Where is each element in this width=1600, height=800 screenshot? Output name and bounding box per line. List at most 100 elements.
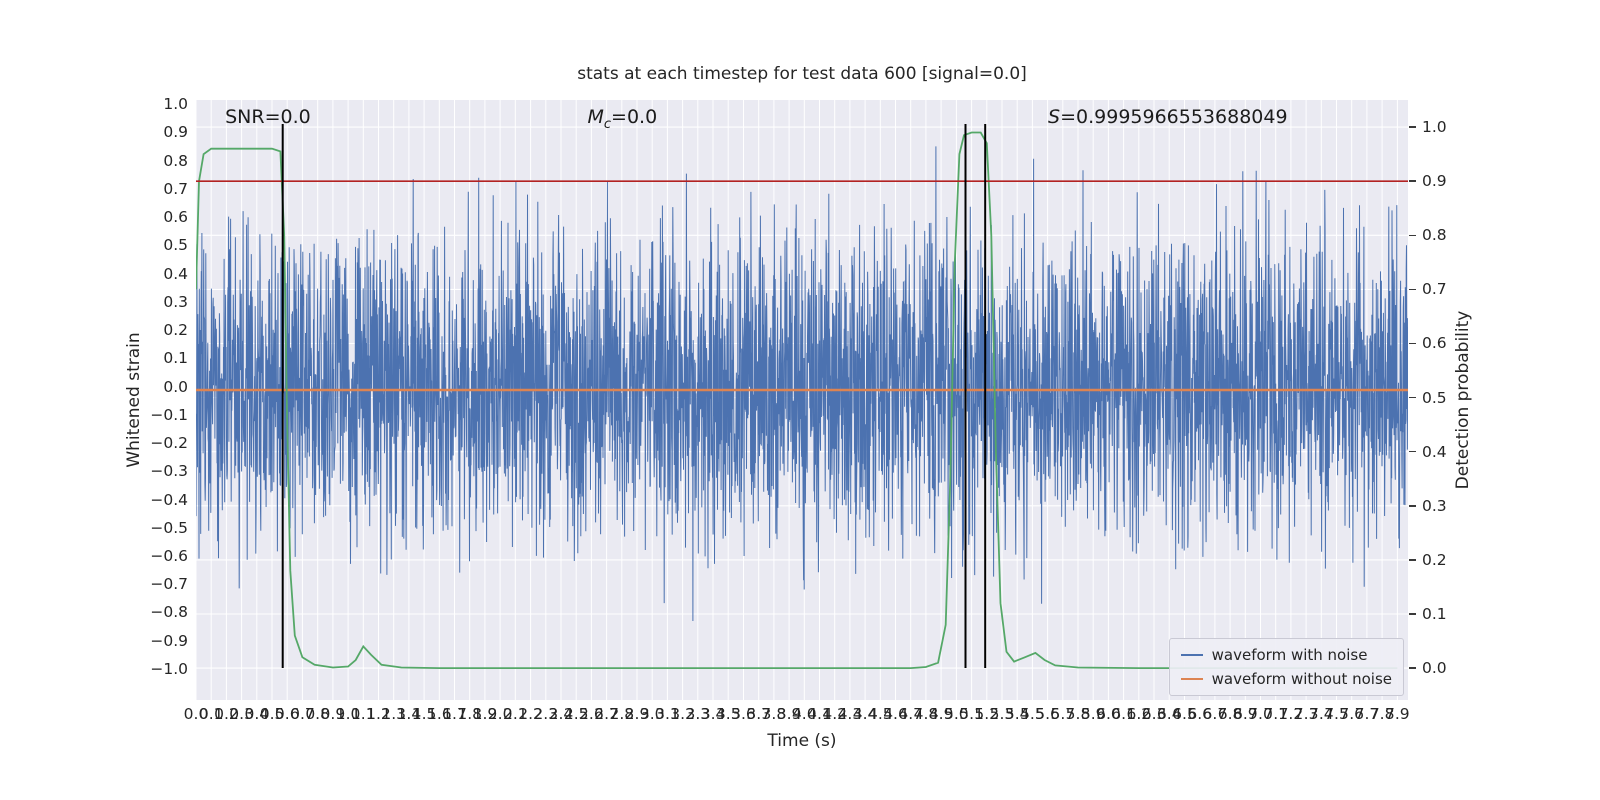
x-tick-label: 6.5 [1172, 705, 1197, 723]
x-tick-label: 4.0 [791, 705, 817, 723]
y-tick-mark-right [1409, 288, 1416, 291]
x-tick-label: 7.0 [1248, 705, 1273, 723]
x-tick-label: 6.3 [1141, 705, 1167, 723]
x-tick-label: 7.8 [1369, 705, 1395, 723]
x-tick-label: 4.1 [807, 705, 832, 723]
x-tick-label: 5.5 [1020, 705, 1045, 723]
x-tick-label: 1.0 [335, 705, 361, 723]
x-axis-label: Time (s) [767, 731, 837, 751]
y-tick-mark-right [1409, 234, 1416, 236]
x-tick-label: 4.9 [928, 705, 954, 723]
x-tick-label: 5.9 [1080, 705, 1106, 723]
y-tick-label-left: 0.6 [163, 208, 188, 227]
x-tick-label: 3.8 [761, 705, 787, 723]
x-tick-label: 5.1 [959, 705, 984, 723]
x-tick-label: 1.2 [366, 705, 391, 723]
y-axis-label-right: Detection probability [1453, 310, 1473, 490]
x-tick-label: 7.6 [1339, 705, 1365, 723]
x-tick-label: 5.0 [944, 705, 969, 723]
x-tick-label: 7.1 [1263, 705, 1289, 723]
series-waveform-with-noise [195, 146, 1409, 622]
y-tick-mark-right [1409, 126, 1416, 128]
x-tick-label: 5.8 [1065, 705, 1091, 723]
x-tick-label: 0.9 [320, 705, 346, 723]
y-tick-label-right: 0.8 [1422, 226, 1447, 245]
y-tick-mark-right [1409, 667, 1416, 669]
chart-title: stats at each timestep for test data 600… [577, 64, 1027, 84]
x-tick-label: 4.4 [852, 705, 878, 723]
y-tick-label-right: 0.2 [1422, 550, 1447, 569]
x-tick-label: 1.9 [472, 705, 498, 723]
y-tick-label-right: 0.1 [1422, 604, 1447, 623]
x-tick-label: 2.1 [503, 705, 528, 723]
x-tick-label: 2.3 [533, 705, 559, 723]
y-tick-label-right: 1.0 [1422, 118, 1447, 137]
x-tick-label: 1.8 [457, 705, 483, 723]
y-tick-label-left: −0.8 [150, 603, 188, 622]
x-tick-label: 4.6 [883, 705, 908, 723]
y-tick-label-left: −0.6 [150, 547, 188, 565]
x-tick-label: 3.2 [670, 705, 695, 723]
y-tick-mark-right [1409, 180, 1416, 182]
x-tick-label: 0.2 [214, 705, 239, 723]
x-tick-label: 1.5 [411, 705, 437, 723]
x-tick-label: 0.6 [274, 705, 300, 723]
x-tick-label: 3.4 [700, 705, 726, 723]
y-tick-label-left: −1.0 [150, 659, 188, 678]
x-tick-label: 2.7 [594, 705, 619, 723]
x-tick-label: 2.9 [624, 705, 650, 723]
plot-area [195, 100, 1409, 700]
x-tick-label: 0.5 [259, 705, 285, 723]
x-tick-label: 7.7 [1354, 705, 1380, 723]
x-tick-label: 0.3 [229, 705, 254, 723]
x-tick-label: 5.6 [1035, 705, 1060, 723]
x-tick-label: 5.7 [1050, 705, 1076, 723]
x-tick-label: 4.5 [867, 705, 893, 723]
x-tick-label: 3.5 [715, 705, 741, 723]
x-tick-label: 1.4 [396, 705, 422, 723]
x-tick-label: 6.8 [1217, 705, 1243, 723]
legend: waveform with noise waveform without nois… [1168, 638, 1404, 696]
x-tick-label: 7.2 [1278, 705, 1304, 723]
x-tick-label: 0.1 [198, 705, 224, 723]
x-tick-label: 1.6 [426, 705, 452, 723]
y-tick-mark-right [1409, 505, 1416, 507]
y-tick-label-left: 1.0 [163, 95, 188, 114]
x-tick-label: 6.1 [1111, 705, 1136, 723]
legend-entry: waveform without noise [1180, 671, 1392, 687]
x-tick-label: 3.1 [655, 705, 680, 723]
legend-label: waveform with noise [1211, 646, 1368, 664]
x-tick-label: 0.7 [290, 705, 315, 723]
x-tick-label: 1.3 [381, 705, 407, 723]
y-tick-mark-right [1409, 342, 1416, 345]
y-tick-label-left: 0.7 [163, 179, 188, 198]
y-tick-label-left: 0.5 [163, 236, 188, 255]
y-tick-mark-right [1409, 450, 1416, 453]
x-tick-label: 3.7 [746, 705, 771, 723]
legend-line-swatch [1180, 678, 1203, 680]
x-tick-label: 6.9 [1232, 705, 1258, 723]
y-tick-label-left: −0.5 [150, 518, 188, 537]
y-tick-label-left: −0.9 [150, 631, 188, 650]
y-tick-label-left: −0.7 [150, 575, 188, 594]
x-tick-label: 6.0 [1096, 705, 1121, 723]
plot-canvas [195, 100, 1409, 700]
y-tick-label-left: −0.4 [150, 490, 188, 509]
x-tick-label: 0.4 [244, 705, 270, 723]
y-tick-label-left: 0.3 [163, 292, 188, 311]
x-tick-label: 6.7 [1202, 705, 1228, 723]
y-tick-mark-right [1409, 559, 1416, 561]
y-tick-label-left: 0.9 [163, 123, 188, 142]
x-tick-label: 0.8 [305, 705, 330, 723]
x-tick-label: 6.6 [1187, 705, 1212, 723]
x-tick-label: 3.6 [731, 705, 756, 723]
x-tick-label: 5.2 [974, 705, 1000, 723]
x-tick-label: 5.3 [989, 705, 1015, 723]
x-tick-label: 4.3 [837, 705, 863, 723]
y-tick-mark-right [1409, 613, 1416, 615]
y-tick-label-right: 0.7 [1422, 280, 1447, 299]
y-tick-label-left: 0.4 [163, 264, 188, 283]
x-tick-label: 4.7 [898, 705, 924, 723]
x-tick-label: 5.4 [1004, 705, 1030, 723]
